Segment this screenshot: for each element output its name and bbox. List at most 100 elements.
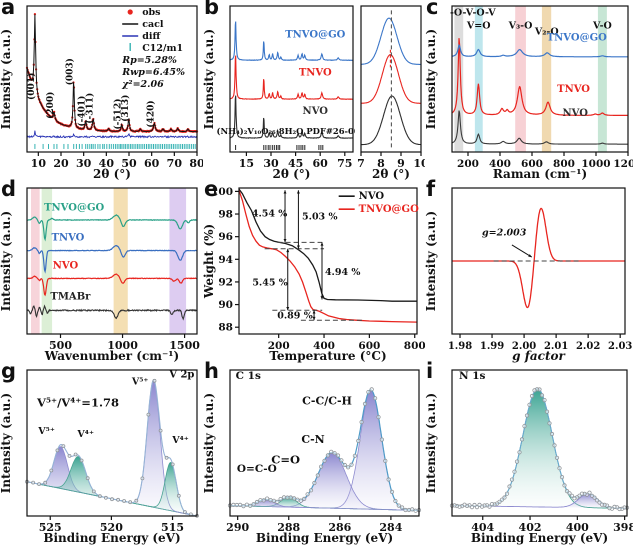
svg-text:40: 40 [99, 157, 115, 170]
svg-text:V₂-O: V₂-O [534, 26, 559, 37]
svg-text:Intensity (a.u.): Intensity (a.u.) [425, 29, 438, 129]
svg-text:9: 9 [397, 157, 405, 170]
svg-text:70: 70 [167, 157, 183, 170]
svg-text:600: 600 [358, 340, 380, 352]
svg-text:92: 92 [218, 276, 233, 288]
panel-letter-h: h [204, 359, 219, 383]
svg-text:Intensity (a.u.): Intensity (a.u.) [203, 393, 216, 493]
svg-text:V₃-O: V₃-O [508, 21, 533, 32]
chart-xrd-rietveld: 10 20 30 40 50 60 70 80 2θ (°) Intensity (a.u.) (0… [0, 5, 203, 181]
svg-text:800: 800 [404, 340, 425, 352]
svg-text:(200): (200) [45, 92, 56, 119]
svg-text:2.02: 2.02 [576, 341, 600, 352]
svg-text:Binding Energy (eV): Binding Energy (eV) [471, 531, 608, 545]
svg-text:0.89 %: 0.89 % [277, 311, 312, 322]
svg-text:600: 600 [521, 158, 543, 170]
svg-text:30: 30 [263, 157, 279, 170]
svg-text:75: 75 [337, 157, 352, 170]
svg-text:Wavenumber (cm⁻¹): Wavenumber (cm⁻¹) [44, 349, 179, 363]
svg-text:g factor: g factor [512, 349, 566, 363]
svg-text:(001): (001) [26, 73, 37, 100]
chart-tga: 200 400 600 800 88 90 92 94 96 98 100 Temperature (… [203, 186, 425, 363]
panel-e: e 200 400 600 800 88 90 92 94 96 98 100 Temperature… [203, 177, 425, 364]
panel-letter-g: g [1, 359, 17, 383]
svg-text:2.00: 2.00 [512, 341, 536, 352]
svg-text:404: 404 [471, 521, 494, 534]
panel-g: g 525 520 515 Binding Energy (eV) Intensity … [0, 359, 203, 546]
svg-text:N 1s: N 1s [459, 370, 486, 382]
svg-text:800: 800 [553, 158, 575, 170]
svg-text:284: 284 [379, 521, 402, 534]
panel-b-charts: 15 30 45 60 75 2θ (°) Intensity (a.u.) TNVO@GO T… [203, 0, 425, 182]
svg-text:V-O: V-O [592, 21, 612, 32]
svg-text:400: 400 [566, 521, 589, 534]
svg-text:V⁵⁺: V⁵⁺ [131, 377, 149, 388]
svg-text:45: 45 [288, 157, 303, 170]
svg-text:15: 15 [239, 157, 254, 170]
panel-letter-c: c [426, 0, 439, 19]
svg-text:90: 90 [218, 299, 233, 311]
svg-text:60: 60 [144, 157, 160, 170]
svg-text:Rwp=6.45%: Rwp=6.45% [121, 67, 185, 78]
svg-text:V⁴⁺: V⁴⁺ [171, 435, 189, 446]
svg-text:2.01: 2.01 [544, 341, 568, 352]
svg-text:200: 200 [268, 340, 290, 352]
svg-text:obs: obs [142, 7, 160, 18]
svg-text:Intensity (a.u.): Intensity (a.u.) [0, 393, 13, 493]
svg-text:4.94 %: 4.94 % [325, 267, 360, 278]
svg-text:diff: diff [142, 31, 161, 42]
svg-text:30: 30 [76, 157, 92, 170]
svg-text:Intensity (a.u.): Intensity (a.u.) [425, 393, 438, 493]
svg-text:5.45 %: 5.45 % [252, 277, 287, 288]
chart-xps-n1s: 404 402 400 398 Binding Energy (eV) Intensity… [425, 369, 633, 545]
svg-text:V⁵⁺: V⁵⁺ [37, 426, 55, 437]
panel-f: f 1.98 1.99 2.00 2.01 2.02 2.03 g factor Intens… [425, 177, 633, 364]
panel-letter-e: e [204, 177, 219, 201]
svg-text:(003): (003) [65, 58, 76, 85]
svg-text:286: 286 [328, 521, 351, 534]
svg-text:V=O: V=O [466, 21, 491, 32]
svg-text:94: 94 [218, 254, 233, 266]
svg-text:20: 20 [53, 157, 69, 170]
svg-text:4.54 %: 4.54 % [252, 208, 287, 219]
svg-text:TNVO@GO: TNVO@GO [359, 204, 419, 215]
svg-text:520: 520 [100, 521, 123, 534]
svg-text:C-C/C-H: C-C/C-H [302, 394, 352, 407]
svg-text:10: 10 [31, 157, 47, 170]
svg-text:60: 60 [313, 157, 329, 170]
svg-text:Temperature (°C): Temperature (°C) [269, 349, 386, 363]
svg-text:(313): (313) [120, 95, 131, 122]
svg-text:TNVO@GO: TNVO@GO [547, 32, 607, 43]
svg-text:10: 10 [413, 157, 425, 170]
svg-text:7: 7 [357, 157, 365, 170]
chart-raman: 200 400 600 800 10001200 Raman (cm⁻¹) Intensit… [425, 5, 633, 181]
svg-text:Binding Energy (eV): Binding Energy (eV) [43, 531, 180, 545]
chart-xrd-comparison: 15 30 45 60 75 2θ (°) Intensity (a.u.) TNVO@GO T… [203, 5, 355, 181]
svg-text:Rp=5.28%: Rp=5.28% [121, 55, 177, 66]
svg-text:χ²=2.06: χ²=2.06 [121, 79, 164, 90]
svg-text:8: 8 [377, 157, 385, 170]
svg-text:NVO: NVO [303, 106, 329, 117]
svg-text:515: 515 [161, 521, 184, 534]
svg-text:V⁵⁺/V⁴⁺=1.78: V⁵⁺/V⁴⁺=1.78 [36, 396, 119, 410]
panel-d: d 500 1000 1500 Wavenumber (cm⁻¹) Intensity … [0, 177, 203, 364]
svg-text:TMABr: TMABr [50, 292, 91, 303]
svg-text:C12/m1: C12/m1 [142, 43, 183, 54]
svg-text:288: 288 [277, 521, 300, 534]
svg-text:TNVO@GO: TNVO@GO [285, 29, 345, 40]
svg-text:1.98: 1.98 [448, 341, 472, 352]
panel-letter-a: a [1, 0, 16, 19]
panel-letter-b: b [204, 0, 220, 19]
svg-text:TNVO@GO: TNVO@GO [44, 203, 104, 214]
svg-text:400: 400 [313, 340, 335, 352]
svg-text:Intensity (a.u.): Intensity (a.u.) [0, 29, 13, 129]
svg-text:TNVO: TNVO [52, 233, 85, 244]
svg-text:2θ (°): 2θ (°) [372, 167, 410, 181]
svg-text:1000: 1000 [581, 158, 610, 170]
panel-a: a 10 20 30 40 50 60 70 80 2θ (°) Intensity (a.u.)… [0, 0, 203, 182]
svg-text:Raman (cm⁻¹): Raman (cm⁻¹) [493, 167, 587, 181]
